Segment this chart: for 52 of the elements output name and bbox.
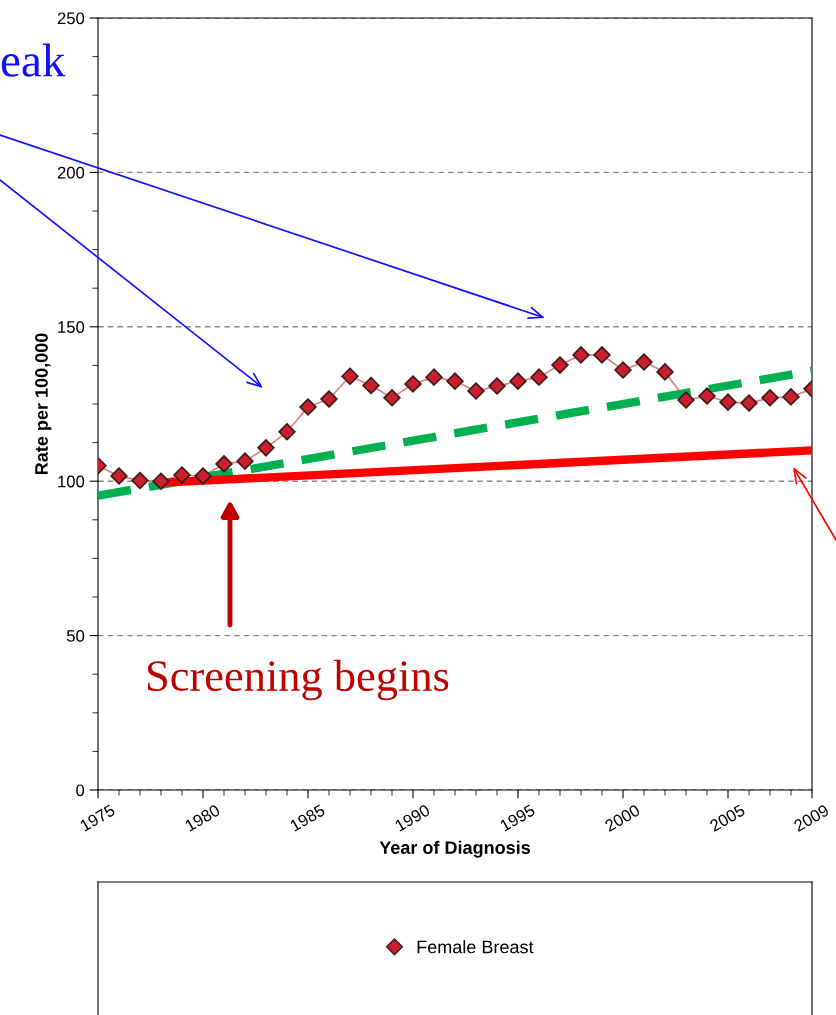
- y-tick-label: 0: [76, 784, 85, 797]
- point: [362, 376, 380, 395]
- point: [530, 368, 548, 386]
- point: [278, 423, 296, 441]
- point: [719, 393, 737, 411]
- point: [110, 467, 128, 485]
- point: [404, 375, 422, 393]
- point: [341, 367, 359, 385]
- text: eak: [1, 43, 66, 77]
- x-tick-label: 1995: [499, 803, 536, 832]
- point: [656, 363, 674, 381]
- annotation: Screening begins: [147, 659, 449, 701]
- point: [593, 346, 611, 364]
- y-tick-label: 50: [66, 630, 85, 642]
- point: [425, 368, 443, 386]
- x-tick-label: 2009: [793, 803, 830, 832]
- point: [761, 389, 779, 407]
- point: [194, 467, 212, 485]
- x-axis-title: Year of Diagnosis: [379, 840, 531, 858]
- y-tick-label: 200: [57, 166, 85, 179]
- point: [551, 356, 569, 374]
- x-tick-label: 1975: [79, 803, 116, 832]
- point: [572, 346, 590, 364]
- point: [488, 377, 506, 395]
- y-tick-label: 100: [58, 475, 85, 488]
- x-tick-label: 1990: [394, 803, 431, 832]
- point: [152, 472, 170, 490]
- point: [446, 372, 464, 390]
- point: [740, 394, 758, 412]
- point: [236, 452, 254, 470]
- point: [257, 439, 275, 457]
- y-axis-title: Rate per 100,000: [35, 333, 52, 475]
- x-tick-label: 2005: [709, 803, 746, 832]
- point: [614, 361, 632, 379]
- legend-label: Female Breast: [417, 940, 534, 954]
- x-tick-label: 1985: [289, 803, 326, 832]
- point: [131, 471, 149, 490]
- point: [677, 391, 695, 409]
- point: [509, 372, 527, 390]
- x-tick-label: 1980: [184, 803, 221, 832]
- point: [215, 455, 233, 473]
- point: [467, 382, 485, 400]
- point: [173, 466, 191, 484]
- point: [320, 390, 338, 408]
- y-tick-label: 250: [57, 12, 85, 25]
- point: [383, 389, 401, 407]
- y-tick-label: 150: [58, 321, 85, 333]
- point: [635, 353, 653, 371]
- x-tick-label: 2000: [604, 803, 641, 832]
- point: [782, 388, 800, 406]
- point: [299, 398, 317, 416]
- point: [698, 387, 716, 405]
